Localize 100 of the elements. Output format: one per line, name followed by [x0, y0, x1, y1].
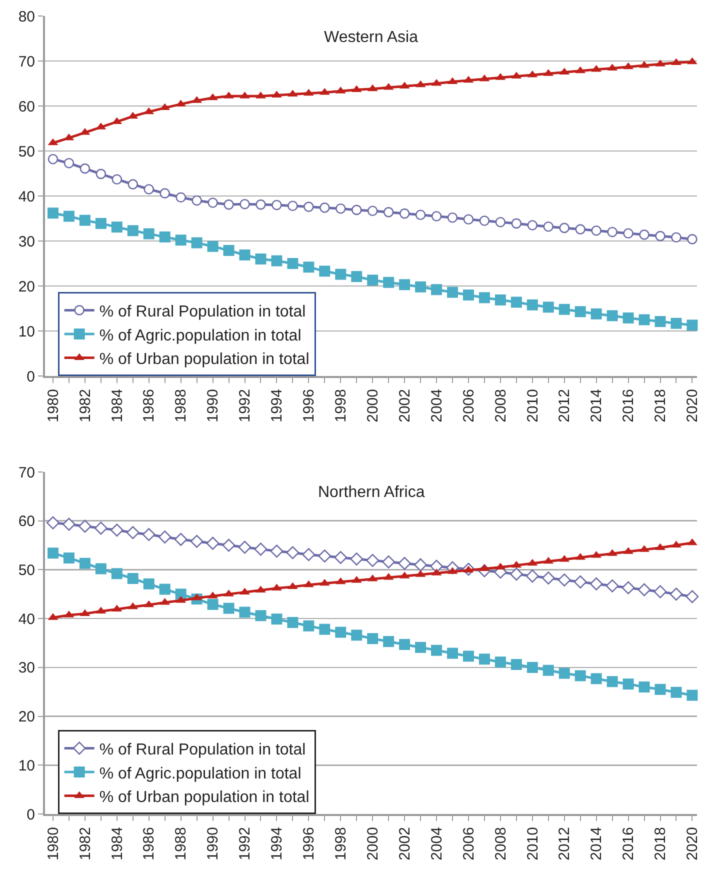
point	[79, 214, 90, 226]
text: Northern Africa	[318, 484, 425, 501]
x-tick-label: 2004	[428, 827, 446, 860]
point	[288, 582, 298, 590]
point	[288, 90, 298, 97]
point	[94, 522, 108, 535]
point	[670, 318, 682, 329]
point	[447, 212, 458, 223]
point	[351, 630, 362, 641]
point	[207, 598, 218, 610]
x-tick-label: 1994	[268, 389, 286, 422]
x-tick-label: 2010	[524, 389, 542, 422]
point	[174, 532, 188, 546]
point	[686, 320, 698, 331]
x-tick-label: 1998	[332, 827, 350, 860]
x-tick-label: 2000	[364, 827, 382, 860]
x-tick-label: 2018	[652, 827, 670, 860]
y-tick-label: 10	[18, 757, 35, 774]
point	[222, 538, 236, 552]
legend-label: % of Urban population in total	[99, 789, 310, 806]
point	[639, 230, 650, 240]
point	[223, 244, 234, 256]
point	[383, 207, 394, 218]
x-tick-label: 2018	[652, 389, 670, 422]
point	[286, 546, 300, 560]
x-tick-label: 2014	[588, 389, 606, 422]
point	[574, 670, 586, 682]
point	[254, 542, 268, 556]
point	[687, 538, 698, 546]
point	[159, 584, 170, 595]
point	[350, 552, 364, 566]
point	[447, 286, 458, 298]
point	[526, 570, 539, 583]
point	[510, 296, 522, 308]
point	[686, 690, 698, 701]
point	[559, 222, 570, 234]
legend-label: % of Agric.population in total	[99, 765, 302, 782]
point	[542, 572, 555, 585]
point	[671, 232, 682, 243]
point	[111, 222, 122, 233]
point	[415, 642, 426, 653]
point	[127, 573, 138, 584]
x-tick-label: 2020	[684, 827, 702, 860]
point	[638, 314, 650, 326]
point	[288, 200, 298, 212]
point	[271, 614, 282, 625]
y-tick-label: 0	[26, 806, 35, 824]
y-tick-label: 30	[18, 660, 35, 677]
text: Western Asia	[324, 29, 418, 46]
point	[383, 636, 394, 648]
point	[606, 676, 618, 688]
point	[622, 581, 635, 594]
point	[687, 234, 698, 244]
x-tick-label: 1992	[236, 389, 254, 422]
point	[558, 304, 570, 315]
point	[494, 656, 506, 668]
point	[671, 540, 682, 548]
point	[272, 584, 282, 591]
x-tick-label: 1986	[140, 389, 158, 422]
x-tick-label: 1982	[76, 827, 94, 860]
point	[494, 294, 506, 306]
point	[591, 226, 602, 236]
point	[399, 208, 410, 219]
point	[511, 218, 522, 229]
point	[431, 211, 442, 222]
point	[638, 681, 650, 692]
x-tick-label: 2012	[556, 827, 574, 860]
point	[335, 268, 346, 280]
point	[95, 218, 106, 229]
point	[590, 577, 603, 590]
x-tick-label: 1990	[204, 827, 222, 860]
y-tick-label: 10	[18, 323, 35, 340]
x-tick-label: 2016	[620, 827, 638, 860]
point	[142, 528, 156, 542]
x-tick-label: 2006	[460, 389, 478, 422]
legend-label: % of Rural Population in total	[99, 303, 306, 320]
y-tick-label: 70	[18, 464, 35, 482]
point	[191, 237, 202, 248]
point	[382, 555, 396, 568]
point	[206, 536, 220, 550]
point	[224, 199, 234, 210]
point	[96, 168, 106, 180]
point	[654, 684, 666, 695]
point	[303, 620, 314, 632]
y-tick-label: 40	[18, 610, 35, 628]
x-tick-label: 1982	[76, 389, 94, 422]
point	[223, 602, 234, 614]
x-tick-label: 1984	[108, 827, 126, 860]
x-tick-label: 1980	[44, 389, 62, 422]
point	[207, 240, 218, 252]
y-tick-label: 50	[18, 562, 35, 579]
point	[495, 216, 506, 228]
point	[111, 568, 122, 580]
point	[558, 573, 571, 586]
x-tick-label: 2008	[492, 389, 510, 422]
point	[367, 633, 378, 644]
point	[239, 249, 250, 260]
point	[527, 220, 538, 230]
point	[687, 57, 698, 64]
y-tick-label: 60	[18, 98, 35, 116]
